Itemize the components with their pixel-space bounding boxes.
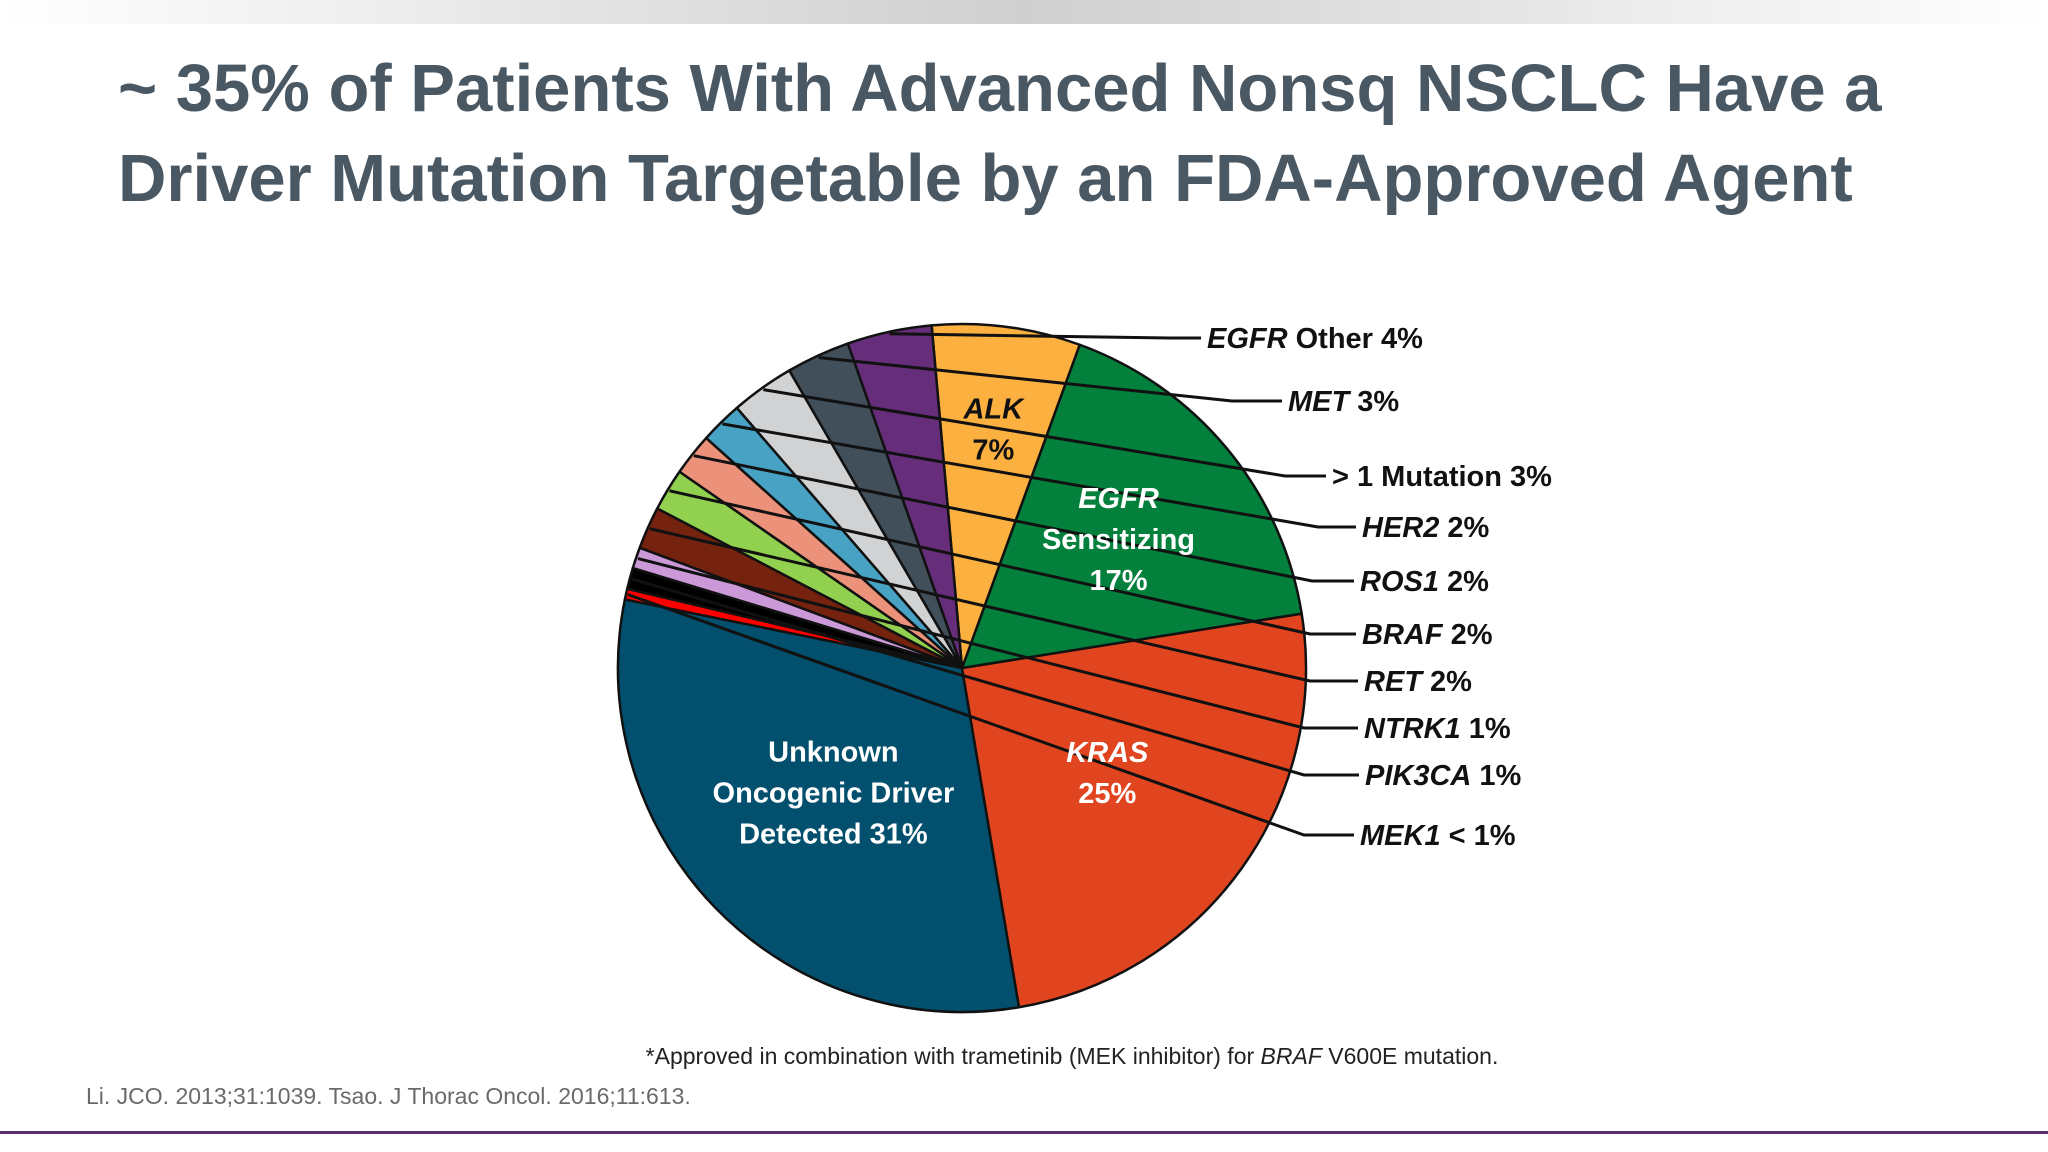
slice-label-her2: HER2 2% — [1362, 512, 1490, 544]
slice-label-pik3ca: PIK3CA 1% — [1365, 760, 1522, 792]
leader-line-pik3ca — [631, 577, 1359, 777]
slice-label-met: MET 3% — [1288, 386, 1399, 418]
footnote: *Approved in combination with trametinib… — [0, 1043, 2048, 1070]
pie-slice-kras — [960, 612, 1308, 1009]
citation: Li. JCO. 2013;31:1039. Tsao. J Thorac On… — [86, 1083, 691, 1109]
slice-labels: Unknown Oncogenic Driver Detected 31% KRAS 2… — [713, 323, 1553, 852]
pie-slice-egfr-sensitizing — [960, 343, 1303, 670]
title-line-1: ~ 35% of Patients With Advanced Nonsq NS… — [118, 51, 1882, 126]
slice-label-kras: KRAS 25% — [1066, 737, 1149, 810]
slice-label-unknown-oncogenic-driver-detected: Unknown Oncogenic Driver Detected 31% — [713, 736, 955, 850]
leader-line-ret — [649, 527, 1358, 683]
leader-line-ntrk1 — [637, 557, 1358, 730]
slice-label-braf: BRAF 2% — [1362, 619, 1493, 651]
slice-label-mek1: MEK1 < 1% — [1360, 820, 1516, 852]
pie-slice-mek1 — [623, 587, 964, 670]
footnote-prefix: *Approved in combination with trametinib… — [645, 1043, 1261, 1069]
title-line-2: Driver Mutation Targetable by an FDA-App… — [118, 141, 1853, 216]
leader-line-egfr-other — [889, 332, 1201, 340]
bottom-rule — [0, 1131, 2048, 1134]
leader-lines — [627, 332, 1359, 837]
leader-line-her2 — [722, 422, 1356, 529]
footnote-suffix: V600E mutation. — [1321, 1043, 1499, 1069]
slice-label-alk: ALK 7% — [962, 394, 1025, 467]
slice-label-ntrk1: NTRK1 1% — [1364, 713, 1511, 745]
leader-line-ros1 — [693, 454, 1354, 583]
slice-label-egfr-other: EGFR Other 4% — [1207, 323, 1423, 355]
footnote-gene: BRAF — [1260, 1043, 1322, 1069]
leader-line-1-mutation — [763, 388, 1326, 478]
top-gradient-bar — [0, 0, 2048, 24]
slice-label-ros1: ROS1 2% — [1360, 566, 1489, 598]
leader-line-mek1 — [627, 593, 1354, 837]
pie-slices — [616, 322, 1308, 1014]
leader-line-met — [818, 356, 1282, 403]
pie-slice-alk — [930, 322, 1081, 670]
leader-line-braf — [669, 489, 1356, 636]
slide-title: ~ 35% of Patients With Advanced Nonsq NS… — [118, 44, 1978, 224]
slice-label-egfr-sensitizing: EGFR Sensitizing 17% — [1042, 483, 1195, 597]
slice-label-1-mutation: > 1 Mutation 3% — [1332, 461, 1552, 493]
slice-label-ret: RET 2% — [1364, 666, 1472, 698]
pie-slice-unknown-oncogenic-driver-detected — [616, 598, 1021, 1014]
